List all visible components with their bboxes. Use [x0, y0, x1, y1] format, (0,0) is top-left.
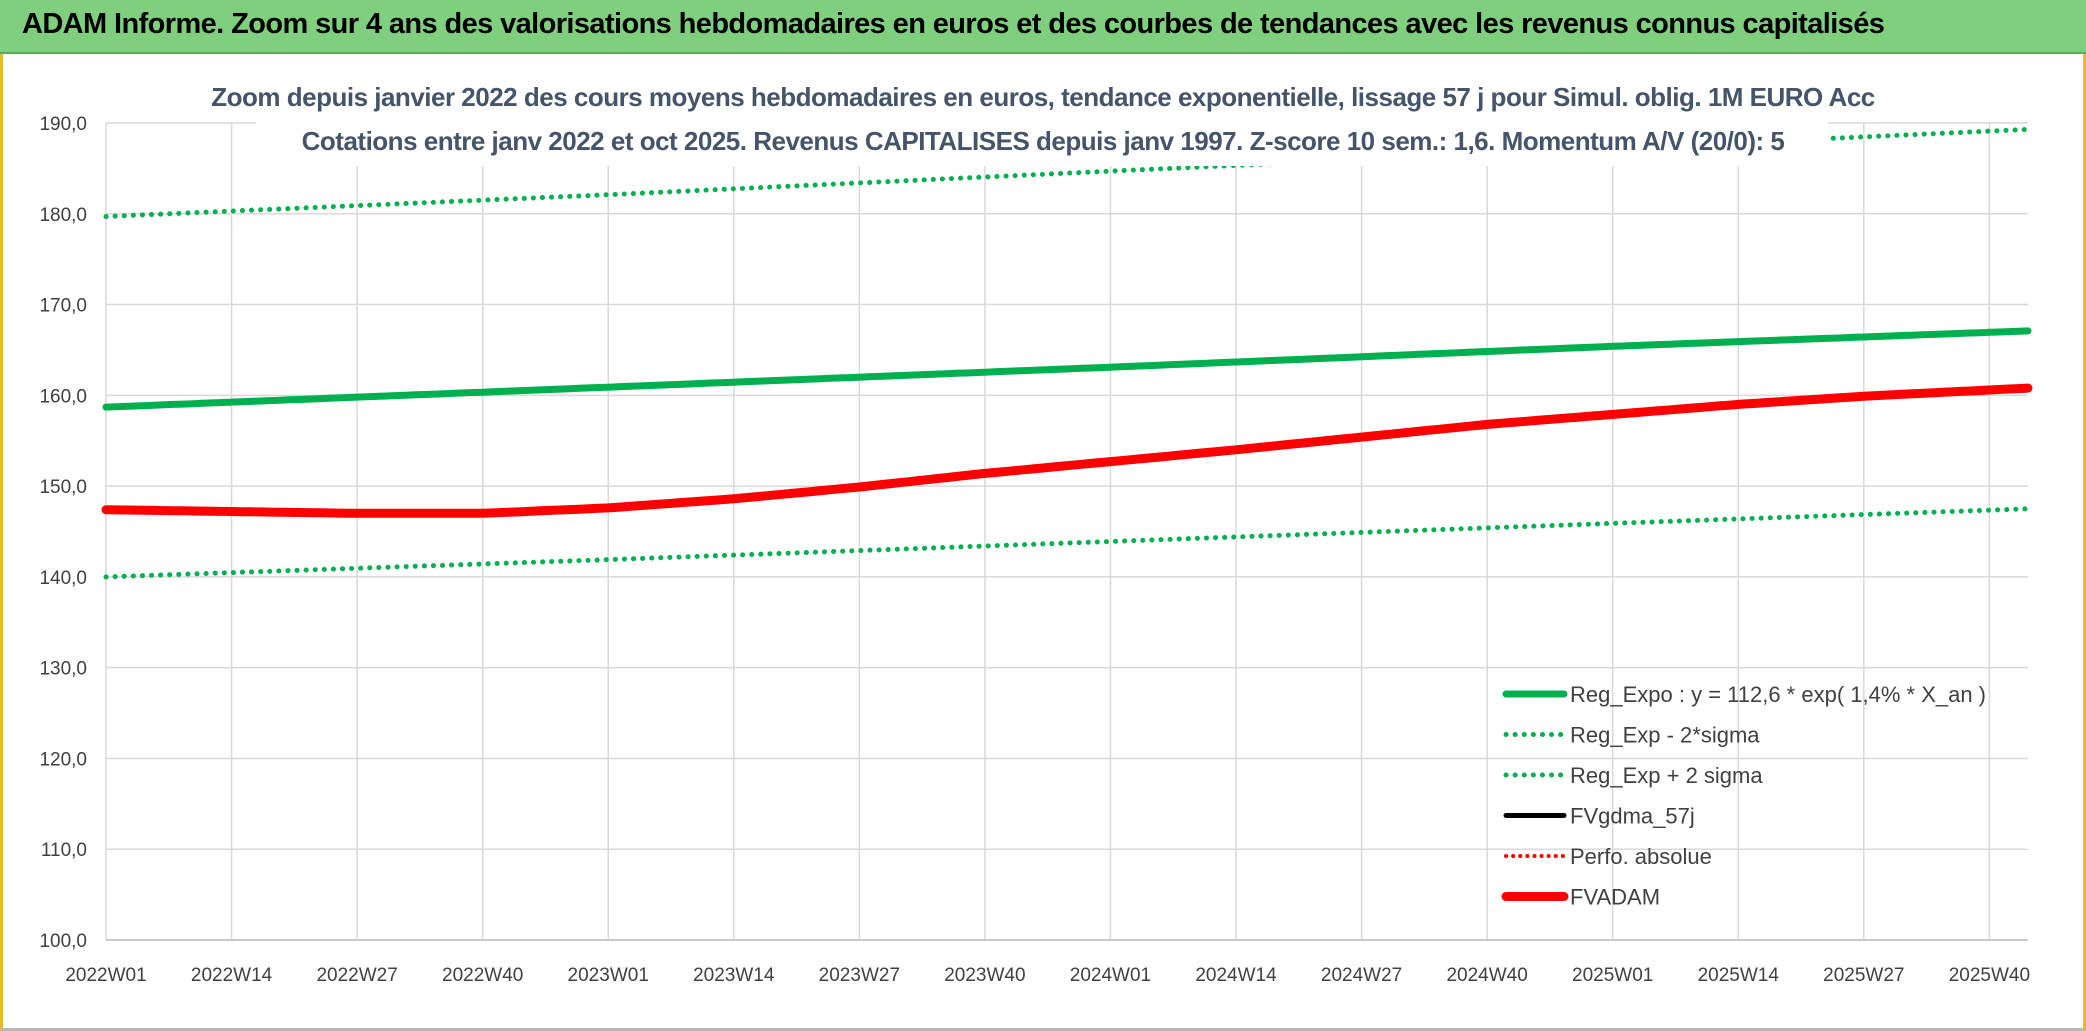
x-tick-label: 2023W40: [944, 965, 1025, 986]
legend-label: Reg_Exp - 2*sigma: [1570, 723, 1760, 748]
chart-subtitle: Cotations entre janv 2022 et oct 2025. R…: [301, 126, 1785, 156]
x-tick-label: 2024W27: [1321, 965, 1402, 986]
y-tick-label: 120,0: [39, 749, 87, 770]
y-tick-label: 100,0: [39, 931, 87, 952]
legend-label: Perfo. absolue: [1570, 844, 1712, 869]
x-tick-label: 2022W27: [316, 965, 397, 986]
chart-title: Zoom depuis janvier 2022 des cours moyen…: [211, 82, 1875, 112]
series-line-1: [102, 327, 2032, 411]
x-tick-label: 2024W01: [1070, 965, 1151, 986]
x-axis: 2022W01 2022W14 2022W27 2022W40 2023W01 2023W…: [65, 965, 2030, 986]
x-tick-label: 2023W14: [693, 965, 775, 986]
x-tick-label: 2025W40: [1949, 965, 2030, 986]
y-tick-label: 190,0: [39, 114, 87, 135]
y-tick-label: 110,0: [41, 840, 87, 861]
x-tick-label: 2023W27: [819, 965, 900, 986]
legend-label: Reg_Expo : y = 112,6 * exp( 1,4% * X_an …: [1570, 682, 1986, 707]
legend-label: Reg_Exp + 2 sigma: [1570, 763, 1763, 788]
x-tick-label: 2022W01: [65, 965, 146, 986]
x-tick-label: 2024W40: [1446, 965, 1527, 986]
y-tick-label: 180,0: [39, 205, 87, 226]
y-tick-label: 170,0: [39, 296, 87, 317]
x-tick-label: 2022W14: [191, 965, 273, 986]
y-tick-label: 160,0: [39, 386, 87, 407]
x-tick-label: 2025W27: [1823, 965, 1904, 986]
legend: Reg_Expo : y = 112,6 * exp( 1,4% * X_an …: [1501, 682, 1986, 910]
x-tick-label: 2025W14: [1698, 965, 1780, 986]
x-tick-label: 2025W01: [1572, 965, 1653, 986]
title-banner: ADAM Informe. Zoom sur 4 ans des valoris…: [0, 0, 2086, 54]
legend-label: FVgdma_57j: [1570, 804, 1695, 829]
series-line-6: [101, 383, 2033, 518]
x-tick-label: 2022W40: [442, 965, 523, 986]
banner-title: ADAM Informe. Zoom sur 4 ans des valoris…: [22, 8, 1885, 40]
series-line-2: [103, 506, 2031, 580]
series-group: [101, 126, 2033, 580]
title-box: [256, 66, 1828, 166]
y-tick-label: 150,0: [39, 477, 87, 498]
x-tick-label: 2023W01: [568, 965, 649, 986]
y-tick-label: 130,0: [39, 659, 87, 680]
y-tick-label: 140,0: [39, 568, 87, 589]
x-tick-label: 2024W14: [1195, 965, 1277, 986]
gridlines: [105, 122, 2028, 941]
y-axis: 100,0 110,0 120,0 130,0 140,0 150,0 160,0 170,0…: [39, 114, 87, 952]
legend-label: FVADAM: [1570, 885, 1660, 910]
